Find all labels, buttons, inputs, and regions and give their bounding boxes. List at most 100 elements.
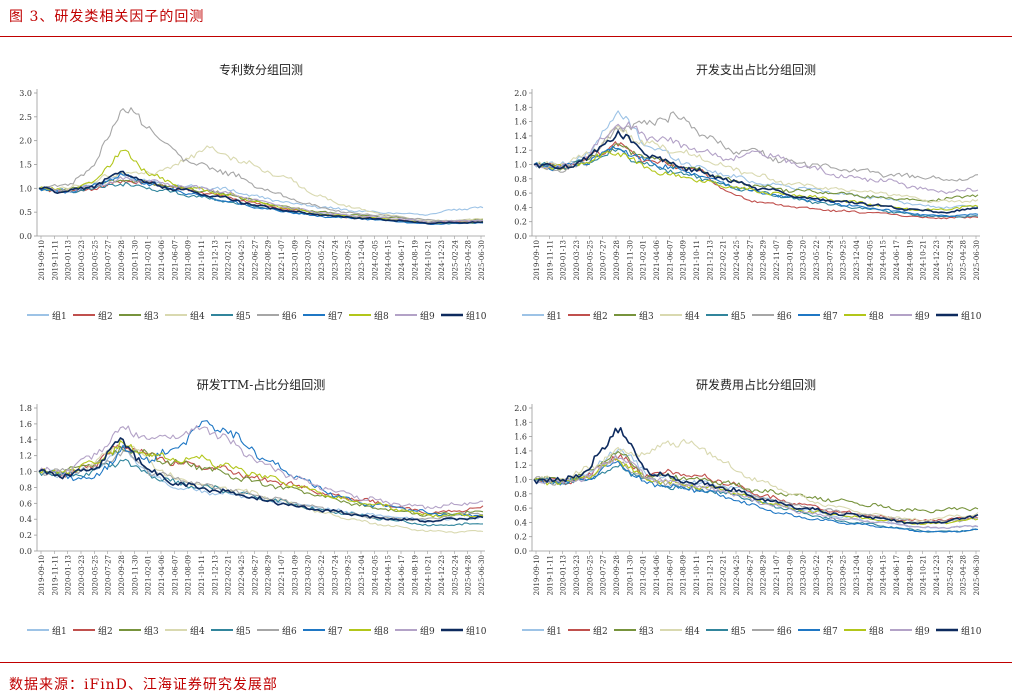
legend-label: 组2 [593, 625, 608, 637]
legend-label: 组5 [731, 625, 746, 637]
x-tick-label: 2019-09-10 [38, 555, 46, 595]
x-tick-label: 2022-02-21 [720, 555, 728, 595]
y-tick-label: 0.6 [514, 189, 527, 198]
x-tick-label: 2023-01-09 [291, 555, 299, 595]
x-tick-label: 2025-04-28 [960, 555, 968, 595]
legend-label: 组5 [731, 310, 746, 322]
y-tick-label: 1.0 [19, 468, 32, 477]
x-tick-label: 2023-12-04 [853, 239, 861, 280]
series-line-组4 [533, 124, 979, 204]
x-tick-label: 2023-12-04 [358, 239, 366, 280]
y-tick-label: 2.0 [514, 404, 527, 413]
x-tick-label: 2024-04-15 [880, 240, 888, 280]
series-line-组5 [38, 181, 484, 225]
x-tick-label: 2021-12-13 [211, 555, 219, 595]
chart-panel-patents: 专利数分组回测 0.0 0.5 1.0 1.5 2.0 2.5 3.0 2019-09-10 20… [5, 48, 495, 342]
legend-label: 组10 [466, 625, 487, 637]
legend-label: 组3 [639, 625, 654, 637]
x-tick-label: 2021-02-01 [145, 240, 153, 280]
chart-svg: 研发费用占比分组回测 0.0 0.2 0.4 0.6 0.8 1.0 1.2 1.4 1.6 1.8… [514, 377, 981, 637]
x-tick-label: 2023-07-24 [826, 239, 834, 280]
series-line-组10 [38, 437, 484, 523]
y-tick-label: 1.0 [19, 184, 32, 193]
x-tick-label: 2023-01-09 [291, 240, 299, 280]
x-tick-label: 2020-07-27 [105, 555, 113, 595]
x-tick-label: 2021-04-06 [653, 554, 661, 595]
legend-label: 组8 [869, 310, 884, 322]
x-tick-label: 2019-11-11 [546, 555, 554, 595]
x-tick-label: 2023-07-24 [331, 554, 339, 595]
legend-label: 组7 [823, 310, 838, 322]
legend-label: 组7 [328, 310, 343, 322]
x-tick-label: 2022-02-21 [225, 240, 233, 280]
x-tick-label: 2024-08-19 [906, 240, 914, 280]
x-tick-label: 2020-03-23 [78, 555, 86, 595]
y-tick-label: 2.0 [514, 89, 527, 98]
chart-panel-dev-expense: 开发支出占比分组回测 0.0 0.2 0.4 0.6 0.8 1.0 1.2 1.4 1.6 1.8… [500, 48, 990, 342]
legend-label: 组5 [236, 310, 251, 322]
y-tick-label: 1.4 [514, 132, 527, 141]
y-tick-label: 1.2 [514, 146, 527, 155]
x-tick-label: 2022-04-25 [733, 240, 741, 280]
y-tick-label: 1.0 [514, 476, 527, 485]
series-line-组6 [533, 111, 979, 182]
chart-title: 研发TTM-占比分组回测 [197, 377, 326, 392]
series-line-组6 [38, 450, 483, 522]
series-line-组4 [533, 438, 979, 522]
x-tick-label: 2024-08-19 [411, 240, 419, 280]
y-tick-label: 1.2 [19, 452, 32, 461]
x-tick-label: 2019-09-10 [533, 240, 541, 280]
bottom-rule [0, 662, 1012, 663]
legend-label: 组3 [639, 310, 654, 322]
y-tick-label: 0.0 [19, 547, 32, 556]
x-tick-label: 2022-08-29 [265, 555, 273, 595]
series-line-组9 [38, 425, 484, 510]
y-tick-label: 0.2 [19, 531, 32, 540]
series-line-组10 [38, 170, 484, 225]
x-tick-label: 2020-01-13 [65, 555, 73, 595]
legend-label: 组1 [52, 310, 67, 322]
x-tick-label: 2022-08-29 [265, 240, 273, 280]
x-tick-label: 2025-02-24 [451, 554, 459, 595]
legend-label: 组1 [547, 310, 562, 322]
x-tick-label: 2020-05-25 [586, 555, 594, 595]
x-tick-label: 2022-08-29 [760, 555, 768, 595]
x-tick-label: 2021-10-11 [693, 555, 701, 595]
y-tick-label: 2.0 [19, 137, 32, 146]
x-tick-label: 2022-06-27 [746, 240, 754, 280]
x-tick-label: 2020-07-27 [600, 240, 608, 280]
y-tick-label: 1.6 [514, 433, 527, 442]
x-tick-label: 2025-06-30 [973, 555, 981, 595]
x-tick-label: 2021-02-01 [640, 240, 648, 280]
legend-label: 组8 [869, 625, 884, 637]
x-tick-label: 2024-06-17 [893, 240, 901, 280]
x-tick-label: 2023-01-09 [786, 555, 794, 595]
x-tick-label: 2022-02-21 [225, 555, 233, 595]
chart-title: 专利数分组回测 [219, 62, 303, 77]
x-tick-label: 2020-09-28 [613, 555, 621, 595]
y-tick-label: 1.0 [514, 161, 527, 170]
legend-label: 组10 [466, 310, 487, 322]
x-tick-label: 2020-03-23 [573, 240, 581, 280]
y-tick-label: 1.6 [514, 118, 527, 127]
x-tick-label: 2021-02-01 [640, 555, 648, 595]
x-tick-label: 2021-10-11 [198, 240, 206, 280]
legend-label: 组1 [547, 625, 562, 637]
x-tick-label: 2024-06-17 [398, 240, 406, 280]
x-tick-label: 2024-12-23 [438, 240, 446, 280]
series-line-组10 [533, 130, 979, 214]
legend-label: 组7 [328, 625, 343, 637]
legend-label: 组4 [685, 625, 700, 637]
x-tick-label: 2022-06-27 [251, 555, 259, 595]
x-tick-label: 2020-11-30 [131, 555, 139, 595]
series-line-组1 [533, 448, 979, 530]
chart-panel-rd-ttm: 研发TTM-占比分组回测 0.0 0.2 0.4 0.6 0.8 1.0 1.2 1.4 1.6 1… [5, 363, 495, 657]
x-tick-label: 2021-10-11 [693, 240, 701, 280]
x-tick-label: 2020-05-25 [91, 555, 99, 595]
x-tick-label: 2022-04-25 [238, 240, 246, 280]
x-tick-label: 2021-08-09 [680, 555, 688, 595]
series-line-组8 [533, 151, 979, 211]
y-tick-label: 1.5 [19, 161, 32, 170]
figure-title: 图 3、研发类相关因子的回测 [9, 9, 205, 25]
y-tick-label: 1.4 [514, 447, 527, 456]
